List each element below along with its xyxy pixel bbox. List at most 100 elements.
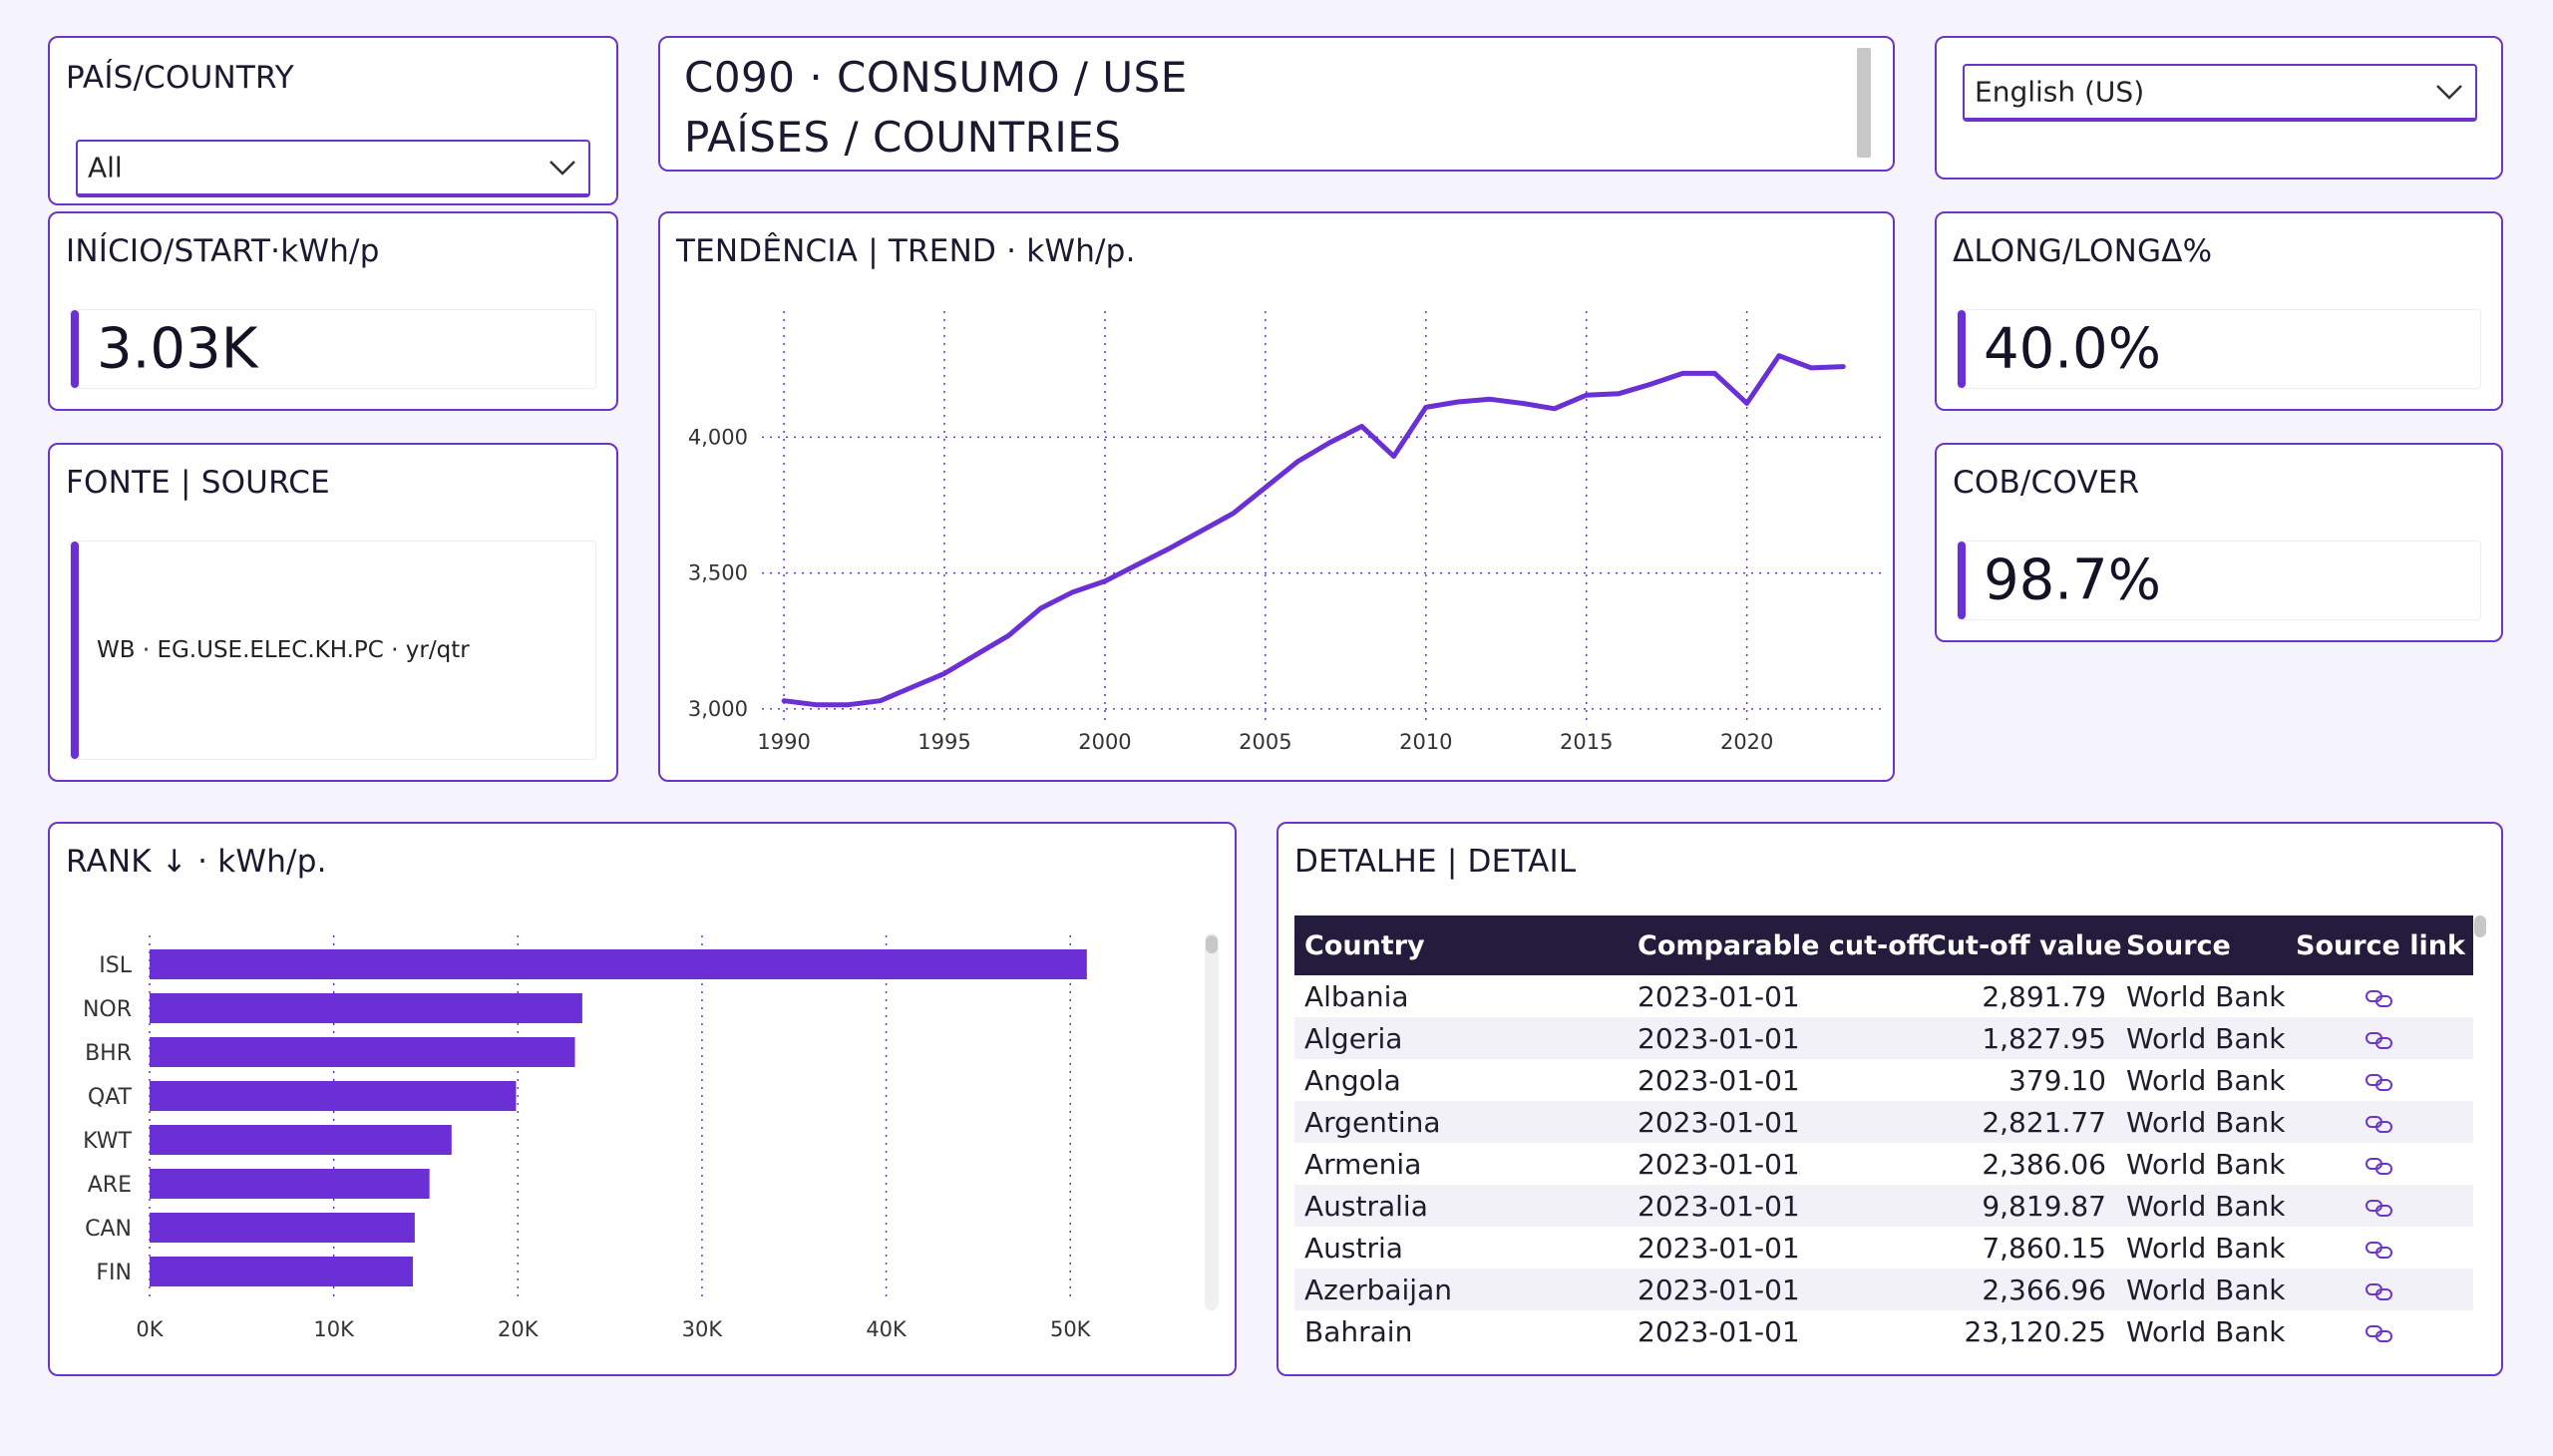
cell-value: 2,366.96	[1917, 1269, 2116, 1310]
trend-title: TENDÊNCIA | TREND · kWh/p.	[676, 233, 1136, 269]
x-tick-label: 50K	[1050, 1317, 1092, 1341]
page-title-line1: C090 · CONSUMO / USE	[684, 53, 1188, 102]
bar-nor[interactable]	[150, 993, 582, 1023]
cell-source: World Bank	[2116, 1101, 2286, 1143]
kpi-accent-bar	[1958, 310, 1966, 388]
y-category-label: BHR	[85, 1041, 132, 1066]
language-dropdown[interactable]: English (US)	[1963, 64, 2477, 122]
link-icon[interactable]	[2365, 1072, 2394, 1092]
kpi-start-title: INÍCIO/START·kWh/p	[66, 233, 380, 269]
detail-card: DETALHE | DETAIL Country Comparable cut-…	[1276, 822, 2503, 1376]
table-row: Azerbaijan 2023-01-01 2,366.96 World Bank	[1294, 1269, 2473, 1310]
rank-scrollbar[interactable]	[1205, 933, 1219, 1310]
column-header-country[interactable]: Country	[1294, 915, 1628, 975]
kpi-start-value: 3.03K	[97, 316, 258, 382]
x-tick-label: 20K	[498, 1317, 540, 1341]
header-scrollbar[interactable]	[1857, 48, 1871, 158]
kpi-start-card: INÍCIO/START·kWh/p 3.03K	[48, 211, 618, 411]
cell-country: Austria	[1304, 1231, 1403, 1265]
bar-bhr[interactable]	[150, 1037, 575, 1067]
chevron-down-icon	[549, 161, 575, 176]
column-header-source[interactable]: Source	[2116, 915, 2286, 975]
detail-scrollbar[interactable]	[2473, 915, 2487, 1354]
x-tick-label: 2010	[1399, 730, 1452, 754]
link-icon[interactable]	[2365, 1030, 2394, 1050]
x-tick-label: 2005	[1239, 730, 1291, 754]
cell-value: 23,120.25	[1964, 1314, 2106, 1348]
x-tick-label: 10K	[313, 1317, 355, 1341]
kpi-start-box: 3.03K	[70, 309, 596, 389]
y-category-label: ISL	[99, 953, 132, 978]
cell-source-link[interactable]	[2286, 1310, 2473, 1352]
cell-source-link[interactable]	[2286, 1185, 2473, 1227]
bar-kwt[interactable]	[150, 1125, 452, 1155]
bar-isl[interactable]	[150, 949, 1087, 979]
y-tick-label: 4,000	[688, 425, 748, 449]
page-title: C090 · CONSUMO / USE PAÍSES / COUNTRIES	[684, 48, 1188, 168]
cell-source-link[interactable]	[2286, 1017, 2473, 1059]
cell-source-link[interactable]	[2286, 1269, 2473, 1310]
cell-source: World Bank	[2126, 1063, 2286, 1097]
x-tick-label: 40K	[866, 1317, 908, 1341]
language-dropdown-value: English (US)	[1975, 75, 2145, 109]
table-row: Argentina 2023-01-01 2,821.77 World Bank	[1294, 1101, 2473, 1143]
detail-scrollbar-thumb[interactable]	[2474, 915, 2486, 937]
country-dropdown[interactable]: All	[76, 140, 590, 197]
link-icon[interactable]	[2365, 1240, 2394, 1260]
table-row: Australia 2023-01-01 9,819.87 World Bank	[1294, 1185, 2473, 1227]
cell-country: Australia	[1294, 1185, 1628, 1227]
kpi-cover-card: COB/COVER 98.7%	[1935, 443, 2503, 642]
column-header-source-link[interactable]: Source link	[2286, 915, 2473, 975]
kpi-accent-bar	[1958, 542, 1966, 619]
detail-title: DETALHE | DETAIL	[1294, 844, 1577, 880]
link-icon[interactable]	[2365, 1323, 2394, 1343]
cell-source-link[interactable]	[2286, 1101, 2473, 1143]
y-category-label: KWT	[83, 1129, 132, 1154]
bar-fin[interactable]	[150, 1257, 414, 1286]
x-tick-label: 2015	[1560, 730, 1613, 754]
cell-cutoff: 2023-01-01	[1638, 979, 1800, 1013]
y-category-label: CAN	[85, 1217, 132, 1242]
kpi-cover-value: 98.7%	[1984, 547, 2161, 613]
cell-country: Armenia	[1304, 1147, 1422, 1181]
bar-are[interactable]	[150, 1169, 430, 1199]
cell-source-link[interactable]	[2286, 1143, 2473, 1185]
link-icon[interactable]	[2365, 988, 2394, 1008]
kpi-accent-bar	[71, 310, 79, 388]
y-tick-label: 3,000	[688, 697, 748, 721]
cell-source: World Bank	[2126, 1314, 2286, 1348]
source-accent-bar	[71, 542, 79, 759]
cell-source-link[interactable]	[2286, 1059, 2473, 1101]
chevron-down-icon	[2436, 85, 2462, 100]
link-icon[interactable]	[2365, 1281, 2394, 1301]
cell-value: 379.10	[2008, 1063, 2106, 1097]
bar-can[interactable]	[150, 1213, 415, 1243]
x-tick-label: 2000	[1078, 730, 1131, 754]
y-category-label: ARE	[88, 1173, 132, 1198]
link-icon[interactable]	[2365, 1114, 2394, 1134]
trend-series-line	[781, 353, 1846, 708]
cell-source-link[interactable]	[2286, 1227, 2473, 1269]
column-header-cutoff[interactable]: Comparable cut-off	[1628, 915, 1929, 975]
cell-value: 2,821.77	[1917, 1101, 2116, 1143]
cell-cutoff: 2023-01-01	[1638, 1314, 1800, 1348]
table-row: Algeria 2023-01-01 1,827.95 World Bank	[1294, 1017, 2473, 1059]
cell-value: 2,891.79	[1982, 979, 2106, 1013]
link-icon[interactable]	[2365, 1198, 2394, 1218]
cell-value: 1,827.95	[1917, 1017, 2116, 1059]
column-header-value[interactable]: Cut-off value	[1917, 915, 2122, 975]
y-category-label: FIN	[96, 1261, 132, 1285]
country-dropdown-value: All	[88, 151, 123, 184]
rank-scrollbar-thumb[interactable]	[1206, 935, 1218, 953]
cell-source: World Bank	[2126, 1147, 2286, 1181]
kpi-long-card: ΔLONG/LONGΔ% 40.0%	[1935, 211, 2503, 411]
bar-qat[interactable]	[150, 1081, 517, 1111]
source-title: FONTE | SOURCE	[66, 465, 330, 501]
link-icon[interactable]	[2365, 1156, 2394, 1176]
cell-source-link[interactable]	[2286, 975, 2473, 1017]
header-card: C090 · CONSUMO / USE PAÍSES / COUNTRIES	[658, 36, 1895, 172]
country-filter-card: PAÍS/COUNTRY All	[48, 36, 618, 205]
kpi-cover-box: 98.7%	[1957, 541, 2481, 620]
source-card: FONTE | SOURCE WB · EG.USE.ELEC.KH.PC · …	[48, 443, 618, 782]
kpi-long-title: ΔLONG/LONGΔ%	[1953, 233, 2213, 269]
